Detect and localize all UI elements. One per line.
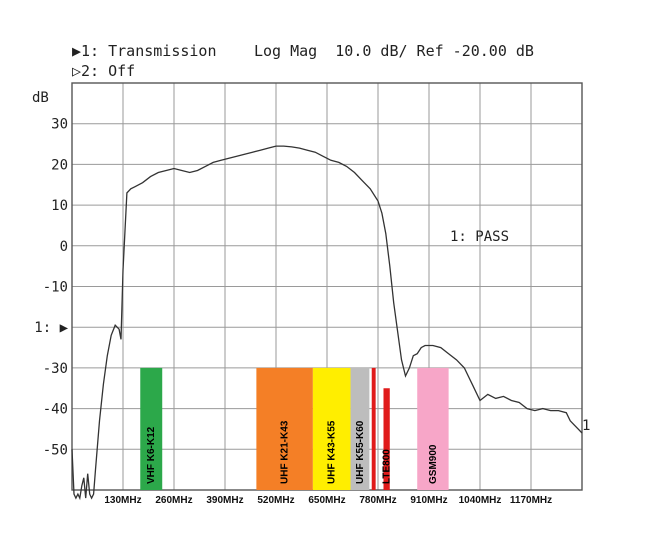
- band-marker-4: [371, 367, 376, 490]
- band-label: GSM900: [428, 444, 439, 484]
- band-uhf-k55-k60: [350, 367, 370, 490]
- band-label: UHF K21-K43: [280, 420, 291, 484]
- band-label: UHF K43-K55: [327, 420, 338, 484]
- chart-header: ▶1: Transmission ▷2: Off Log Mag 10.0 dB…: [32, 42, 534, 106]
- x-tick-label: 910MHz: [410, 495, 447, 506]
- trace-2-label: ▷2: Off: [72, 62, 135, 80]
- x-tick-label: 650MHz: [308, 495, 345, 506]
- x-tick-label: 780MHz: [359, 495, 396, 506]
- band-uhf-k43-k55: [312, 367, 351, 490]
- trace-1: [71, 145, 583, 501]
- x-axis-ticks: 130MHz 260MHz 390MHz 520MHz 650MHz 780MHz 910M…: [104, 495, 552, 506]
- y-tick-label: -40: [43, 402, 68, 418]
- trace-line-1: [71, 145, 583, 501]
- band-gsm900: [417, 367, 449, 490]
- band-vhf-k6-k12: [140, 367, 163, 490]
- y-tick-label: -50: [43, 442, 68, 458]
- x-tick-label: 1170MHz: [510, 495, 552, 506]
- band-label: UHF K55-K60: [355, 420, 366, 484]
- y-tick-label: 20: [51, 157, 68, 173]
- band-lte800: [383, 388, 390, 490]
- band-label: VHF K6-K12: [146, 426, 157, 484]
- x-tick-label: 520MHz: [257, 495, 294, 506]
- y-tick-label: 30: [51, 117, 68, 133]
- trace-1-label: ▶1: Transmission: [72, 42, 217, 60]
- x-tick-label: 1040MHz: [459, 495, 502, 506]
- y-unit-label: dB: [32, 90, 49, 106]
- y-axis-ticks: 30 20 10 0 -10 1: ▶ -30 -40 -50: [34, 117, 68, 459]
- band-label: LTE800: [382, 449, 393, 484]
- y-tick-label: 0: [60, 239, 68, 255]
- band-uhf-k21-k43: [256, 367, 313, 490]
- trace-end-marker: 1: [582, 418, 590, 434]
- x-tick-label: 130MHz: [104, 495, 141, 506]
- y-tick-label: -10: [43, 280, 68, 296]
- frequency-bands: VHF K6-K12 UHF K21-K43 UHF K43-K55 UHF K55-…: [140, 367, 449, 490]
- y-tick-label: 10: [51, 198, 68, 214]
- y-tick-label: -30: [43, 361, 68, 377]
- y-tick-label: 1: ▶: [34, 320, 68, 336]
- x-tick-label: 260MHz: [155, 495, 192, 506]
- x-tick-label: 390MHz: [206, 495, 243, 506]
- pass-status: 1: PASS: [450, 229, 509, 245]
- format-label: Log Mag 10.0 dB/ Ref -20.00 dB: [254, 42, 534, 60]
